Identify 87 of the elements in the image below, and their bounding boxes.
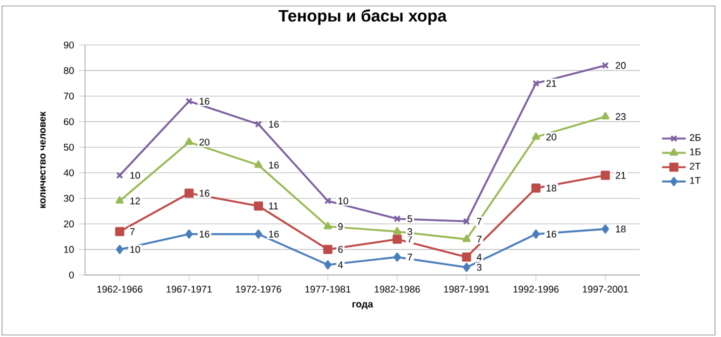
x-axis-title: года: [352, 302, 374, 310]
legend-label: 2Б: [690, 134, 701, 141]
annotation: 20: [200, 138, 210, 146]
legend-label: 1Б: [690, 148, 701, 156]
x-tick-label: 1977-1981: [305, 286, 350, 293]
annotation: 10: [130, 172, 140, 179]
y-tick-label: 30: [64, 194, 74, 202]
point: [531, 184, 541, 193]
point: [600, 170, 610, 180]
legend-label: 1Т: [690, 177, 700, 184]
annotation: 20: [616, 62, 626, 69]
annotation: 11: [269, 202, 278, 210]
point: [323, 244, 332, 254]
point: [601, 112, 610, 120]
y-tick-label: 80: [64, 67, 74, 74]
point: [115, 226, 124, 236]
annotation: 21: [616, 172, 626, 179]
annotation: 18: [546, 184, 556, 192]
annotation: 7: [477, 218, 482, 225]
point: [254, 201, 264, 211]
point: [185, 230, 193, 239]
point: [324, 197, 332, 204]
annotation: 4: [476, 254, 482, 260]
annotation: 5: [408, 215, 412, 222]
x-tick-label: 1987-1991: [444, 286, 490, 293]
point: [602, 224, 609, 234]
annotation: 16: [269, 162, 279, 169]
point: [324, 260, 332, 270]
y-tick-label: 50: [64, 144, 74, 151]
point: [532, 132, 540, 140]
x-tick-label: 1982-1986: [374, 286, 420, 293]
annotation: 16: [269, 230, 279, 238]
point: [116, 196, 124, 204]
y-tick-label: 10: [64, 246, 74, 253]
annotation: 16: [546, 230, 556, 238]
point: [462, 252, 472, 262]
x-tick-label: 1997-2001: [582, 286, 628, 293]
annotation: 16: [200, 98, 210, 105]
x-tick-label: 1972-1976: [236, 286, 282, 293]
annotation: 7: [477, 236, 482, 243]
point: [532, 80, 540, 87]
annotation: 7: [130, 228, 135, 235]
point: [394, 252, 401, 262]
y-tick-label: 60: [64, 118, 74, 126]
point: [116, 244, 124, 254]
x-tick-label: 1962-1966: [97, 286, 142, 293]
point: [394, 215, 401, 222]
annotation: 16: [200, 190, 210, 197]
point: [254, 230, 262, 239]
annotation: 21: [546, 80, 556, 87]
annotation: 4: [338, 261, 343, 268]
annotation: 9: [338, 223, 343, 230]
point: [393, 226, 402, 234]
annotation: 23: [616, 113, 626, 120]
point: [184, 188, 194, 198]
y-tick-label: 20: [64, 220, 74, 228]
point: [532, 230, 540, 239]
y-tick-label: 90: [64, 42, 74, 48]
point: [324, 222, 332, 230]
annotation: 10: [338, 197, 348, 204]
annotation: 7: [408, 236, 412, 243]
annotation: 16: [269, 120, 279, 128]
chart-title: Теноры и басы хора: [278, 9, 447, 25]
y-tick-label: 40: [64, 169, 74, 176]
annotation: 3: [476, 264, 482, 271]
y-tick-label: 0: [69, 272, 74, 278]
annotation: 6: [338, 246, 343, 253]
legend-label: 2Т: [690, 162, 700, 170]
annotation: 10: [130, 246, 140, 253]
point: [463, 218, 470, 225]
point: [254, 120, 262, 128]
y-axis-title: количество человек: [40, 112, 46, 208]
point: [254, 160, 263, 168]
x-tick-label: 1992-1996: [514, 286, 559, 293]
annotation: 16: [200, 230, 210, 238]
point: [392, 234, 402, 244]
annotation: 3: [408, 228, 412, 235]
annotation: 18: [616, 226, 626, 232]
point: [184, 138, 194, 145]
point: [462, 262, 470, 272]
y-tick-label: 70: [64, 92, 74, 100]
annotation: 7: [408, 254, 412, 260]
point: [186, 98, 193, 105]
x-tick-label: 1967-1971: [166, 286, 212, 293]
point: [462, 234, 471, 242]
annotation: 12: [130, 198, 140, 204]
annotation: 20: [546, 134, 556, 140]
